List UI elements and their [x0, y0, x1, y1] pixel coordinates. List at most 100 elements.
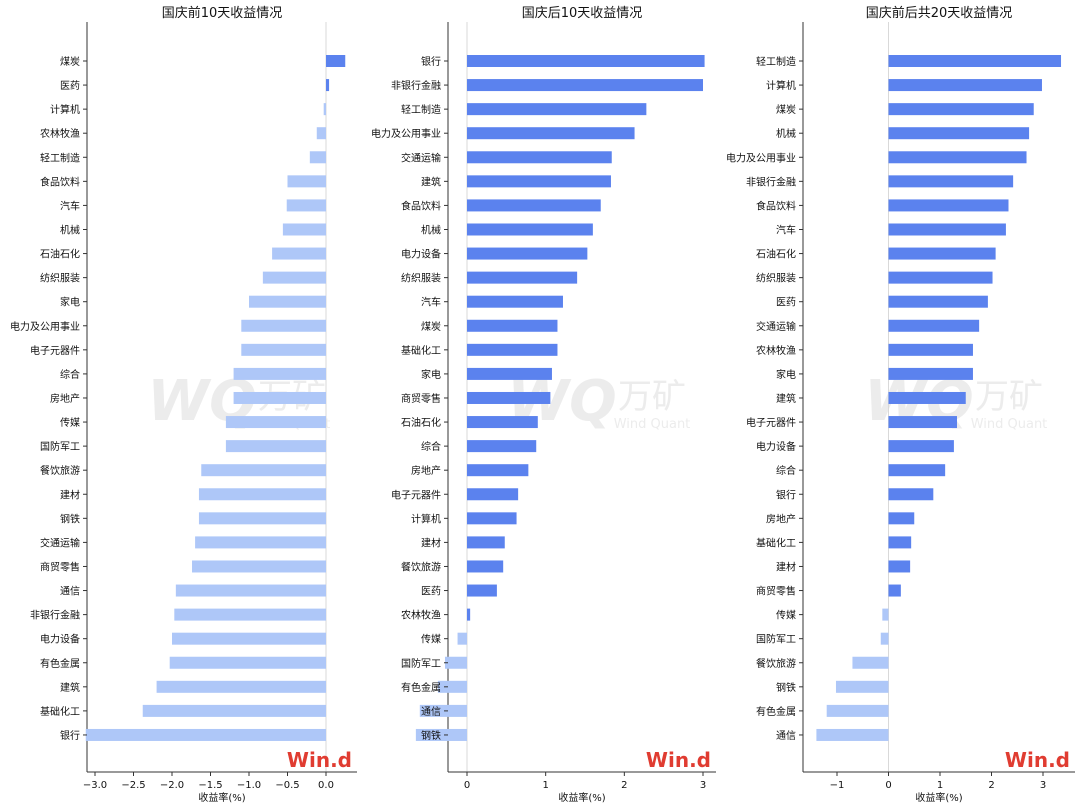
bar: [888, 416, 957, 429]
category-label: 电子元器件: [746, 416, 796, 429]
bar: [816, 728, 889, 741]
bar: [888, 151, 1027, 164]
category-label: 电子元器件: [30, 344, 80, 357]
bar: [888, 247, 996, 260]
category-label: 轻工制造: [756, 55, 796, 68]
category-label: 基础化工: [756, 536, 796, 549]
bar: [467, 199, 601, 212]
category-label: 农林牧渔: [401, 609, 441, 622]
bar: [287, 175, 326, 188]
bar: [888, 512, 915, 525]
bar: [85, 728, 326, 741]
bar: [241, 319, 326, 332]
category-label: 食品饮料: [40, 175, 80, 188]
bar: [467, 151, 612, 164]
bar: [888, 199, 1009, 212]
category-label: 家电: [776, 368, 796, 381]
category-label: 机械: [60, 223, 80, 236]
x-tick-label: 2: [621, 780, 627, 791]
bar: [415, 728, 467, 741]
category-label: 电子元器件: [391, 488, 441, 501]
bar: [233, 391, 326, 404]
x-tick-label: 3: [1040, 780, 1046, 791]
category-label: 轻工制造: [40, 151, 80, 164]
category-label: 非银行金融: [30, 609, 80, 622]
bar: [467, 584, 497, 597]
x-axis-label: 收益率(%): [558, 791, 605, 804]
bar: [286, 199, 326, 212]
category-label: 房地产: [411, 464, 441, 477]
category-label: 国防军工: [40, 440, 80, 453]
bar: [326, 79, 330, 92]
category-label: 非银行金融: [746, 175, 796, 188]
category-label: 建筑: [421, 175, 441, 188]
category-label: 建材: [60, 488, 80, 501]
category-label: 房地产: [50, 392, 80, 405]
bar: [444, 656, 467, 669]
bar: [225, 416, 326, 429]
bar: [467, 608, 471, 621]
bar: [192, 560, 326, 573]
bar: [467, 103, 647, 116]
bar: [888, 488, 934, 501]
x-tick-label: −2.0: [160, 780, 184, 791]
bar: [225, 440, 326, 453]
category-label: 电力设备: [756, 440, 796, 453]
category-label: 汽车: [776, 223, 796, 236]
category-label: 交通运输: [756, 320, 796, 333]
bar: [262, 271, 326, 284]
bar: [467, 271, 578, 284]
bar: [316, 127, 326, 140]
bar: [888, 319, 980, 332]
watermark-en: Wind Quant: [614, 417, 691, 432]
category-label: 医药: [421, 586, 441, 598]
bar: [882, 608, 889, 621]
bar: [156, 680, 326, 693]
bar: [888, 103, 1034, 116]
x-tick-label: 2: [988, 780, 994, 791]
category-label: 农林牧渔: [40, 127, 80, 140]
bar: [888, 79, 1042, 92]
bar: [467, 79, 703, 92]
x-tick-label: −0.5: [275, 780, 299, 791]
category-label: 交通运输: [401, 151, 441, 164]
bar: [198, 512, 326, 525]
chart-title: 国庆前10天收益情况: [162, 5, 283, 21]
category-label: 基础化工: [401, 344, 441, 357]
category-label: 钢铁: [421, 729, 441, 742]
bar: [198, 488, 326, 501]
category-label: 石油石化: [40, 248, 80, 261]
bar: [888, 55, 1062, 67]
category-label: 银行: [776, 488, 796, 501]
category-label: 煤炭: [776, 103, 796, 116]
category-label: 交通运输: [40, 536, 80, 549]
x-tick-label: −2.5: [121, 780, 145, 791]
category-label: 汽车: [60, 199, 80, 212]
bar: [467, 175, 611, 188]
category-label: 电力设备: [40, 633, 80, 646]
bar: [467, 367, 552, 380]
category-label: 电力及公用事业: [726, 151, 796, 164]
category-label: 房地产: [766, 512, 796, 525]
chart-title: 国庆后10天收益情况: [522, 6, 643, 21]
category-label: 国防军工: [756, 633, 796, 646]
bar: [174, 608, 326, 621]
watermark-en: Wind Quant: [971, 417, 1048, 432]
category-label: 机械: [421, 223, 441, 236]
bar: [467, 247, 588, 260]
wind-logo: Win.d: [287, 748, 352, 772]
bar: [467, 391, 551, 404]
bar: [169, 656, 326, 669]
category-label: 综合: [776, 464, 796, 477]
bar: [233, 367, 326, 380]
bar: [249, 295, 326, 308]
category-label: 医药: [776, 297, 796, 309]
bar: [323, 103, 326, 116]
category-label: 有色金属: [401, 681, 441, 694]
bar: [467, 343, 558, 356]
category-label: 计算机: [50, 103, 80, 116]
bar: [888, 440, 954, 453]
bar: [888, 223, 1006, 236]
category-label: 银行: [60, 729, 80, 742]
